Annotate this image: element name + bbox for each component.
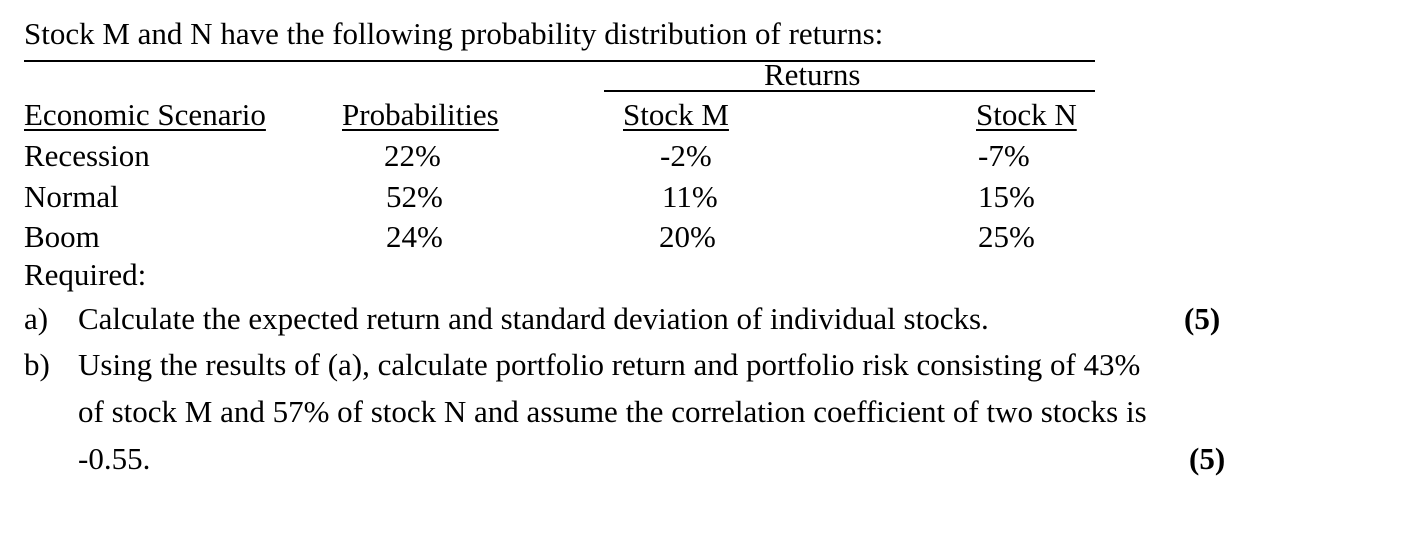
returns-header-rule bbox=[604, 90, 1095, 92]
intro-text: Stock M and N have the following probabi… bbox=[24, 16, 884, 51]
column-header-probabilities: Probabilities bbox=[342, 97, 499, 132]
cell-probability: 22% bbox=[384, 138, 441, 173]
cell-stock-m: -2% bbox=[660, 138, 712, 173]
cell-probability: 24% bbox=[386, 219, 443, 254]
column-header-stock-n: Stock N bbox=[976, 97, 1077, 132]
required-label: Required: bbox=[24, 257, 147, 292]
column-header-scenario: Economic Scenario bbox=[24, 97, 266, 132]
question-text-line: Using the results of (a), calculate port… bbox=[78, 347, 1141, 382]
cell-scenario: Boom bbox=[24, 219, 100, 254]
question-text-line: -0.55. bbox=[78, 441, 151, 476]
question-text-line: Calculate the expected return and standa… bbox=[78, 301, 989, 336]
cell-stock-n: 15% bbox=[978, 179, 1035, 214]
cell-stock-n: -7% bbox=[978, 138, 1030, 173]
question-marker: a) bbox=[24, 301, 49, 336]
cell-stock-m: 11% bbox=[662, 179, 718, 214]
cell-stock-n: 25% bbox=[978, 219, 1035, 254]
cell-probability: 52% bbox=[386, 179, 443, 214]
column-header-stock-m: Stock M bbox=[623, 97, 729, 132]
table-top-rule bbox=[24, 60, 1095, 62]
returns-group-header: Returns bbox=[764, 57, 861, 92]
question-marker: b) bbox=[24, 347, 50, 382]
cell-stock-m: 20% bbox=[659, 219, 716, 254]
question-marks: (5) bbox=[1184, 301, 1221, 336]
cell-scenario: Recession bbox=[24, 138, 150, 173]
question-text-line: of stock M and 57% of stock N and assume… bbox=[78, 394, 1147, 429]
cell-scenario: Normal bbox=[24, 179, 119, 214]
question-marks: (5) bbox=[1189, 441, 1226, 476]
